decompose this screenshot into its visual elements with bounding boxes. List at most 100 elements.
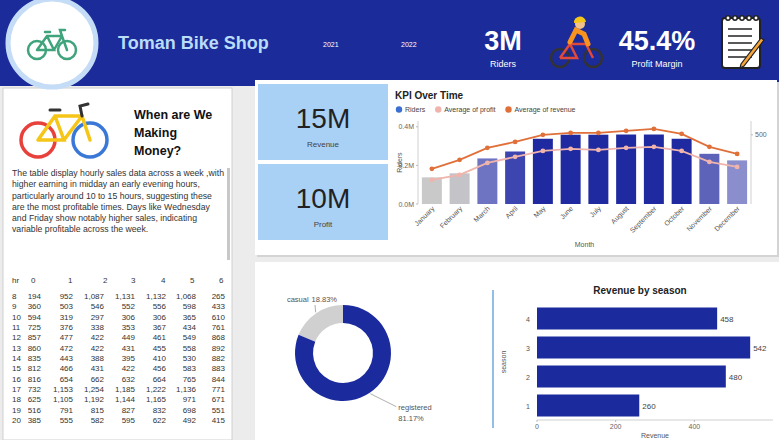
marker xyxy=(651,126,656,131)
table-cell: 549 xyxy=(183,333,197,342)
leader-line xyxy=(370,394,396,407)
table-cell: 297 xyxy=(91,313,105,322)
slice-value: 81.17% xyxy=(398,414,424,423)
table-header: 2 xyxy=(103,276,108,285)
card xyxy=(258,164,388,240)
table-cell: 1,087 xyxy=(84,292,105,301)
table-cell: 1,136 xyxy=(176,385,197,394)
table-cell: 360 xyxy=(28,302,42,311)
axis-title: season xyxy=(500,351,507,374)
table-cell: 725 xyxy=(28,323,42,332)
table-cell: 14 xyxy=(12,354,21,363)
table-cell: 385 xyxy=(28,416,42,425)
table-cell: 449 xyxy=(122,333,136,342)
table-cell: 433 xyxy=(212,302,226,311)
title: Toman Bike Shop xyxy=(118,33,269,53)
table-cell: 1,131 xyxy=(115,292,136,301)
table-cell: 835 xyxy=(28,354,42,363)
slice-label: casual18.83% xyxy=(287,295,337,304)
bar xyxy=(588,135,608,204)
data-label: 458 xyxy=(720,315,734,324)
bar xyxy=(644,135,664,204)
pad-line xyxy=(728,49,752,51)
table-cell: 530 xyxy=(183,354,197,363)
data-label: 542 xyxy=(753,344,767,353)
table-header: hr xyxy=(12,276,19,285)
axis-title: Riders xyxy=(396,152,403,173)
table-header: 3 xyxy=(131,276,136,285)
category-label: August xyxy=(609,205,630,226)
bar xyxy=(450,173,470,204)
tick xyxy=(537,420,538,422)
tick-label: 400 xyxy=(688,423,700,430)
table-cell: 1,144 xyxy=(115,395,136,404)
ring xyxy=(733,16,737,20)
marker xyxy=(485,145,490,150)
category-label: April xyxy=(504,204,520,220)
table-cell: 546 xyxy=(91,302,105,311)
table-cell: 10 xyxy=(12,313,21,322)
table-cell: 9 xyxy=(12,302,17,311)
table-cell: 1,254 xyxy=(84,385,105,394)
category-label: July xyxy=(588,204,603,219)
y2-axis-line xyxy=(751,121,752,204)
table-cell: 551 xyxy=(212,406,226,415)
table-cell: 455 xyxy=(153,344,167,353)
table-cell: 456 xyxy=(153,364,167,373)
table-cell: 434 xyxy=(183,323,197,332)
slice-category: casual xyxy=(287,295,309,304)
chart-title: KPI Over Time xyxy=(395,90,464,101)
table-cell: 952 xyxy=(60,292,74,301)
marker xyxy=(651,144,656,149)
bar xyxy=(537,366,726,388)
logo-bike xyxy=(28,30,76,59)
year: 2021 xyxy=(323,41,339,48)
category-label: May xyxy=(532,204,547,219)
table-cell: 477 xyxy=(60,333,74,342)
kpi-panel xyxy=(255,80,777,255)
table-cell: 365 xyxy=(183,313,197,322)
table-cell: 594 xyxy=(28,313,42,322)
pad xyxy=(722,18,760,68)
table-cell: 353 xyxy=(122,323,136,332)
x-axis-line xyxy=(537,420,773,421)
legend-swatch xyxy=(435,106,441,112)
ring xyxy=(740,16,744,20)
table-cell: 367 xyxy=(153,323,167,332)
category-label: 1 xyxy=(526,403,530,410)
tick xyxy=(694,420,695,422)
table-cell: 632 xyxy=(122,375,136,384)
table-cell: 415 xyxy=(212,416,226,425)
marker xyxy=(457,157,462,162)
table-cell: 857 xyxy=(28,333,42,342)
notepad-icon xyxy=(722,16,764,68)
slice xyxy=(299,305,343,342)
axis-title: Month xyxy=(575,241,595,248)
table-cell: 662 xyxy=(91,375,105,384)
card-label: Revenue xyxy=(307,140,340,149)
bike-illustration xyxy=(21,104,107,157)
table-cell: 868 xyxy=(212,333,226,342)
table-cell: 860 xyxy=(28,344,42,353)
table-cell: 815 xyxy=(91,406,105,415)
pad-line xyxy=(728,28,752,30)
table-cell: 882 xyxy=(212,354,226,363)
line xyxy=(432,129,737,169)
tick-label: 0 xyxy=(535,423,539,430)
tick xyxy=(751,134,753,135)
table-cell: 395 xyxy=(122,354,136,363)
table-cell: 422 xyxy=(91,344,105,353)
ring xyxy=(754,16,758,20)
seat xyxy=(50,104,88,116)
tick xyxy=(615,420,616,422)
marker xyxy=(540,148,545,153)
separator xyxy=(492,290,494,428)
table-cell: 376 xyxy=(60,323,74,332)
table-cell: 306 xyxy=(122,313,136,322)
banner xyxy=(0,0,779,86)
y-axis-line xyxy=(418,121,419,204)
table-cell: 265 xyxy=(212,292,226,301)
table-cell: 598 xyxy=(183,302,197,311)
tick-label: 0.4M xyxy=(398,123,414,130)
table-cell: 17 xyxy=(12,385,21,394)
